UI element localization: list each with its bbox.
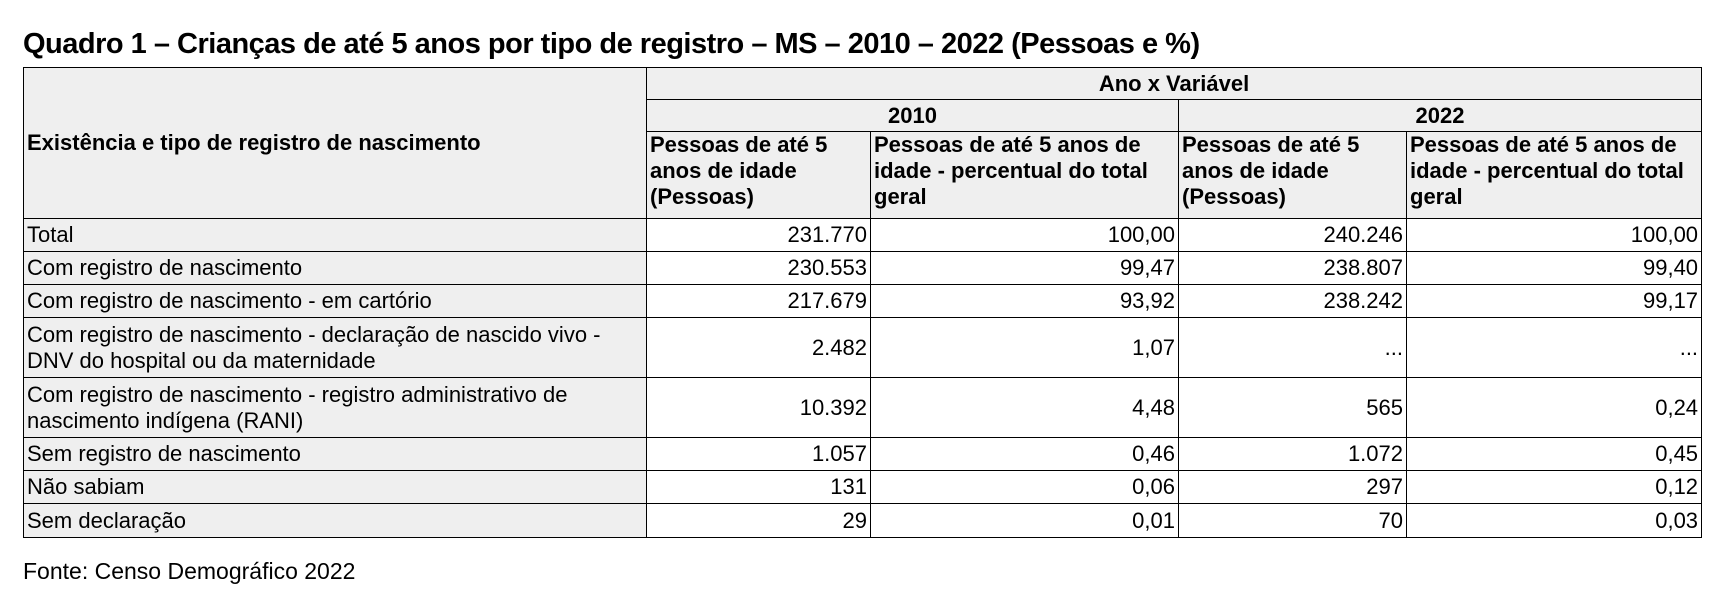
column-header: Pessoas de até 5 anos de idade (Pessoas) bbox=[646, 131, 871, 219]
row-label: Com registro de nascimento - declaração … bbox=[23, 317, 647, 378]
value-cell: ... bbox=[1178, 317, 1407, 378]
value-cell: 0,03 bbox=[1405, 503, 1703, 538]
value-cell: 100,00 bbox=[1405, 218, 1703, 252]
value-cell: 0,06 bbox=[870, 470, 1179, 504]
row-header-cell: Existência e tipo de registro de nascime… bbox=[23, 67, 647, 219]
table-row: Com registro de nascimento - registro ad… bbox=[23, 377, 1703, 438]
value-cell: 0,01 bbox=[870, 503, 1179, 538]
table-row: Com registro de nascimento 230.553 99,47… bbox=[23, 251, 1703, 285]
value-cell: 70 bbox=[1178, 503, 1407, 538]
value-cell: 1.057 bbox=[646, 437, 871, 471]
table-row: Com registro de nascimento - declaração … bbox=[23, 317, 1703, 378]
value-cell: 99,47 bbox=[870, 251, 1179, 285]
header-row-variables: Pessoas de até 5 anos de idade (Pessoas)… bbox=[24, 131, 1703, 219]
value-cell: 99,40 bbox=[1405, 251, 1703, 285]
column-header-label: Pessoas de até 5 anos de idade (Pessoas) bbox=[650, 132, 828, 210]
row-label: Não sabiam bbox=[23, 470, 647, 504]
value-cell: 1.072 bbox=[1178, 437, 1407, 471]
column-header: Pessoas de até 5 anos de idade - percent… bbox=[870, 131, 1179, 219]
column-header: Pessoas de até 5 anos de idade (Pessoas) bbox=[1178, 131, 1407, 219]
row-label: Com registro de nascimento - em cartório bbox=[23, 284, 647, 318]
value-cell: 238.242 bbox=[1178, 284, 1407, 318]
value-cell: 93,92 bbox=[870, 284, 1179, 318]
column-header-label: Pessoas de até 5 anos de idade (Pessoas) bbox=[1182, 132, 1360, 210]
value-cell: 4,48 bbox=[870, 377, 1179, 438]
group-header-cell: Ano x Variável bbox=[645, 67, 1703, 100]
value-cell: 230.553 bbox=[646, 251, 871, 285]
value-cell: 0,45 bbox=[1405, 437, 1703, 471]
value-cell: 1,07 bbox=[870, 317, 1179, 378]
table-row: Com registro de nascimento - em cartório… bbox=[23, 284, 1703, 318]
data-table: Existência e tipo de registro de nascime… bbox=[23, 67, 1703, 538]
value-cell: 2.482 bbox=[646, 317, 871, 378]
table-row: Não sabiam 131 0,06 297 0,12 bbox=[23, 470, 1703, 504]
row-label: Sem declaração bbox=[23, 503, 647, 538]
value-cell: 99,17 bbox=[1405, 284, 1703, 318]
value-cell: 238.807 bbox=[1178, 251, 1407, 285]
column-header-label: Pessoas de até 5 anos de idade - percent… bbox=[1410, 132, 1684, 210]
group-header-label: Ano x Variável bbox=[1098, 70, 1250, 96]
row-label: Total bbox=[23, 218, 647, 252]
value-cell: 100,00 bbox=[870, 218, 1179, 252]
header-row-group: Existência e tipo de registro de nascime… bbox=[23, 67, 1703, 219]
row-label: Com registro de nascimento - registro ad… bbox=[23, 377, 647, 438]
year-header-2022: 2022 bbox=[1177, 99, 1703, 132]
value-cell: ... bbox=[1405, 317, 1703, 378]
header-row-years: 2010 2022 bbox=[24, 99, 1703, 132]
value-cell: 131 bbox=[646, 470, 871, 504]
year-label: 2010 bbox=[888, 102, 937, 128]
value-cell: 231.770 bbox=[646, 218, 871, 252]
value-cell: 297 bbox=[1178, 470, 1407, 504]
column-header-label: Pessoas de até 5 anos de idade - percent… bbox=[874, 132, 1148, 210]
value-cell: 0,12 bbox=[1405, 470, 1703, 504]
year-header-2010: 2010 bbox=[646, 99, 1179, 132]
table-row: Sem declaração 29 0,01 70 0,03 bbox=[23, 503, 1703, 538]
row-label: Com registro de nascimento bbox=[23, 251, 647, 285]
value-cell: 10.392 bbox=[646, 377, 871, 438]
column-header: Pessoas de até 5 anos de idade - percent… bbox=[1405, 131, 1703, 219]
value-cell: 240.246 bbox=[1178, 218, 1407, 252]
source-note: Fonte: Censo Demográfico 2022 bbox=[23, 558, 356, 584]
value-cell: 217.679 bbox=[646, 284, 871, 318]
table-title: Quadro 1 – Crianças de até 5 anos por ti… bbox=[23, 28, 1200, 60]
row-label: Sem registro de nascimento bbox=[23, 437, 647, 471]
value-cell: 0,24 bbox=[1405, 377, 1703, 438]
table-row: Total 231.770 100,00 240.246 100,00 bbox=[23, 218, 1703, 252]
value-cell: 0,46 bbox=[870, 437, 1179, 471]
year-label: 2022 bbox=[1415, 102, 1465, 128]
table-row: Sem registro de nascimento 1.057 0,46 1.… bbox=[23, 437, 1703, 471]
value-cell: 565 bbox=[1178, 377, 1407, 438]
row-header-label: Existência e tipo de registro de nascime… bbox=[27, 130, 481, 155]
value-cell: 29 bbox=[646, 503, 871, 538]
